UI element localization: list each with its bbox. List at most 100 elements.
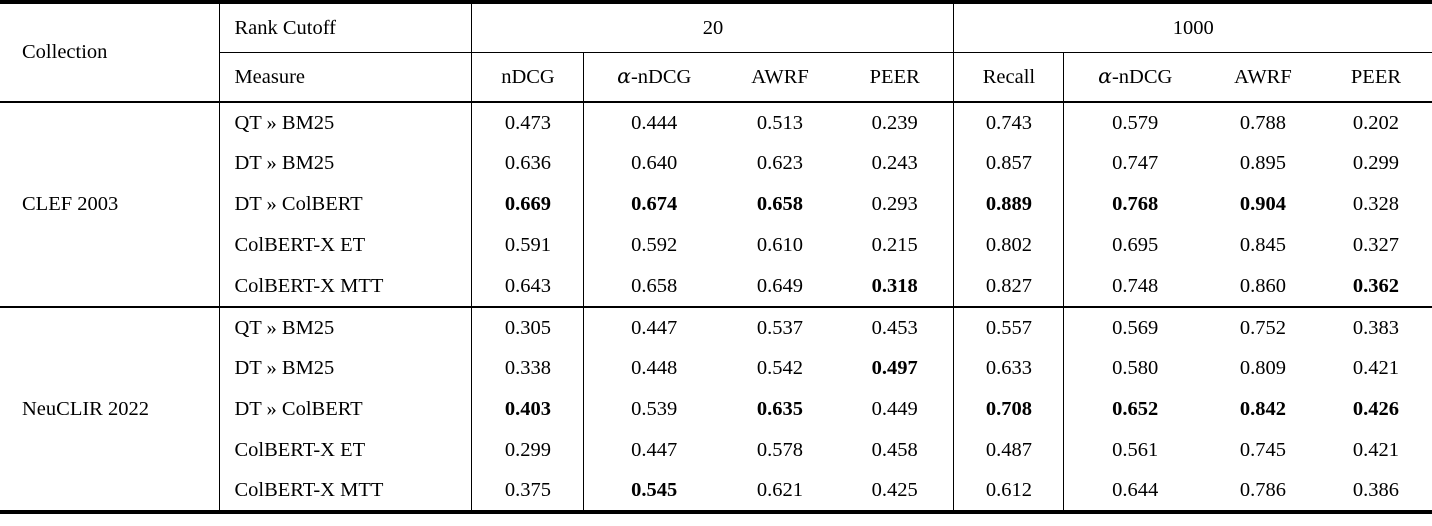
value-cell: 0.748 [1063, 266, 1206, 308]
system-label: QT » BM25 [219, 307, 472, 348]
value-cell: 0.327 [1352, 234, 1400, 257]
value-cell: 0.299 [1352, 152, 1400, 175]
measure-col-header-1000-peer: PEER [1319, 52, 1432, 103]
table-row: NeuCLIR 2022 QT » BM25 0.305 0.447 0.537 0.45… [0, 307, 1432, 419]
value-cell: 0.447 [583, 307, 724, 348]
value-cell: 0.425 [871, 479, 918, 502]
system-label: ColBERT-X MTT [219, 471, 472, 512]
value-cell: 0.621 [756, 479, 804, 502]
value-cell: 0.293 [871, 193, 918, 216]
cutoff-20-header: 20 [471, 2, 954, 53]
collection-column-header: Collection [0, 2, 220, 103]
results-table: Collection Rank Cutoff 20 1000 Measure n… [0, 0, 1432, 514]
value-cell: 0.658 [756, 193, 804, 216]
value-cell: 0.747 [1063, 143, 1206, 184]
value-cell: 0.449 [871, 398, 918, 421]
cutoff-1000-header: 1000 [953, 2, 1432, 53]
measure-col-header-20-ndcg: nDCG [471, 52, 584, 103]
value-cell: 0.487 [953, 430, 1064, 471]
value-cell: 0.403 [471, 389, 584, 430]
value-cell: 0.202 [1352, 111, 1400, 134]
value-cell: 0.644 [1063, 471, 1206, 512]
value-cell: 0.612 [953, 471, 1064, 512]
system-label: ColBERT-X ET [219, 430, 472, 471]
value-cell: 0.362 [1319, 266, 1432, 308]
value-cell: 0.305 [471, 307, 584, 348]
system-label: DT » ColBERT [219, 184, 472, 225]
value-cell: 0.674 [583, 184, 724, 225]
table-row: ColBERT-X ET 0.299 0.447 0.578 0.458 0.487 0.5… [0, 430, 1432, 471]
measure-col-header-20-awrf: AWRF [724, 52, 836, 103]
value-cell: 0.569 [1063, 307, 1206, 348]
value-cell: 0.592 [583, 225, 724, 266]
value-cell: 0.545 [583, 471, 724, 512]
system-label: ColBERT-X ET [219, 225, 472, 266]
system-label: DT » BM25 [219, 143, 472, 184]
value-cell: 0.473 [471, 102, 584, 143]
measure-col-header-1000-ndcg: α-nDCG [1063, 52, 1206, 103]
value-cell: 0.658 [583, 266, 724, 308]
value-cell: 0.513 [756, 111, 804, 134]
value-cell: 0.239 [871, 111, 918, 134]
value-cell: 0.591 [471, 225, 584, 266]
table-row: ColBERT-X ET 0.591 0.592 0.610 0.215 0.802 0.6… [0, 225, 1432, 266]
value-cell: 0.579 [1063, 102, 1206, 143]
value-cell: 0.649 [724, 266, 836, 308]
value-cell: 0.497 [871, 357, 918, 380]
value-cell: 0.426 [1352, 398, 1400, 421]
value-cell: 0.318 [835, 266, 954, 308]
value-cell: 0.447 [583, 430, 724, 471]
value-cell: 0.458 [871, 439, 918, 462]
value-cell: 0.328 [1352, 193, 1400, 216]
system-label: DT » ColBERT [219, 389, 472, 430]
value-cell: 0.640 [583, 143, 724, 184]
value-cell: 0.338 [471, 348, 584, 389]
measure-col-header-1000-awrf: AWRF [1205, 52, 1320, 103]
system-label: ColBERT-X MTT [219, 266, 472, 308]
measure-col-header-20-peer: PEER [835, 52, 954, 103]
value-cell: 0.845 [1239, 234, 1287, 257]
value-cell: 0.610 [756, 234, 804, 257]
table-row: ColBERT-X MTT 0.375 0.545 0.621 0.425 0.612 0.… [0, 471, 1432, 512]
value-cell: 0.809 [1239, 357, 1287, 380]
system-label: QT » BM25 [219, 102, 472, 143]
value-cell: 0.448 [583, 348, 724, 389]
value-cell: 0.743 [953, 102, 1064, 143]
table-row: DT » ColBERT 0.403 0.539 0.635 0.449 0.708 0.6… [0, 389, 1432, 430]
value-cell: 0.695 [1063, 225, 1206, 266]
rank-cutoff-row: Collection Rank Cutoff 20 1000 [0, 2, 1432, 103]
rank-cutoff-header: Rank Cutoff [219, 2, 472, 53]
value-cell: 0.561 [1063, 430, 1206, 471]
value-cell: 0.633 [953, 348, 1064, 389]
value-cell: 0.895 [1239, 152, 1287, 175]
value-cell: 0.383 [1352, 316, 1400, 339]
value-cell: 0.215 [871, 234, 918, 257]
table-row: DT » ColBERT 0.669 0.674 0.658 0.293 0.889 0.7… [0, 184, 1432, 225]
measure-col-header-20-ndcg: α-nDCG [583, 52, 724, 103]
table-row: DT » BM25 0.636 0.640 0.623 0.243 0.857 0.747 0… [0, 143, 1432, 184]
value-cell: 0.788 [1239, 111, 1287, 134]
measure-header: Measure [219, 52, 472, 103]
value-cell: 0.386 [1352, 479, 1400, 502]
value-cell: 0.636 [471, 143, 584, 184]
system-label: DT » BM25 [219, 348, 472, 389]
value-cell: 0.580 [1063, 348, 1206, 389]
value-cell: 0.375 [471, 471, 584, 512]
value-cell: 0.243 [871, 152, 918, 175]
collection-name: CLEF 2003 [0, 102, 220, 308]
collection-block-clef-2003: CLEF 2003 QT » BM25 0.473 0.444 0.513 0.239 0.… [0, 102, 1432, 308]
table-row: ColBERT-X MTT 0.643 0.658 0.649 0.318 0.827 0.… [0, 266, 1432, 308]
value-cell: 0.542 [756, 357, 804, 380]
value-cell: 0.557 [953, 307, 1064, 348]
value-cell: 0.768 [1063, 184, 1206, 225]
value-cell: 0.752 [1239, 316, 1287, 339]
value-cell: 0.299 [471, 430, 584, 471]
value-cell: 0.860 [1205, 266, 1320, 308]
value-cell: 0.643 [471, 266, 584, 308]
value-cell: 0.889 [953, 184, 1064, 225]
value-cell: 0.635 [756, 398, 804, 421]
value-cell: 0.904 [1239, 193, 1287, 216]
alpha-symbol: α [617, 64, 631, 88]
table-row: CLEF 2003 QT » BM25 0.473 0.444 0.513 0.239 0.… [0, 102, 1432, 308]
